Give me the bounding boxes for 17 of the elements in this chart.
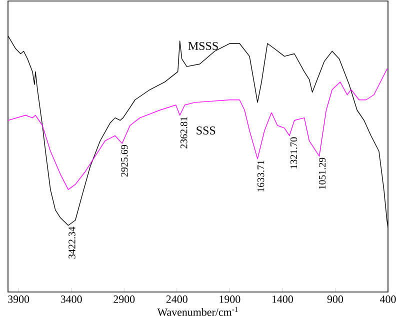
x-axis-title: Wavenumber/cm$^{-1}$ bbox=[157, 306, 238, 316]
x-tick-label: 900 bbox=[327, 296, 344, 303]
annotation: 3422.34 bbox=[68, 226, 76, 258]
x-tick-label: 2400 bbox=[166, 296, 188, 303]
x-tick-label: 1400 bbox=[272, 296, 293, 303]
annotation: 1633.71 bbox=[257, 160, 264, 192]
x-tick-label: 1900 bbox=[220, 296, 240, 303]
annotation: 2925.69 bbox=[121, 145, 128, 177]
annotation: 1321.70 bbox=[290, 137, 298, 168]
series-label: MSSS bbox=[188, 42, 218, 50]
series-label: SSS bbox=[196, 126, 216, 135]
x-tick-label: 3900 bbox=[8, 296, 30, 303]
x-tick-label: 3400 bbox=[60, 296, 82, 303]
annotation: 1051.29 bbox=[318, 158, 326, 189]
annotation: 2362.81 bbox=[180, 117, 188, 148]
x-tick-label: 400 bbox=[380, 296, 396, 303]
x-tick-label: 2900 bbox=[114, 296, 135, 303]
